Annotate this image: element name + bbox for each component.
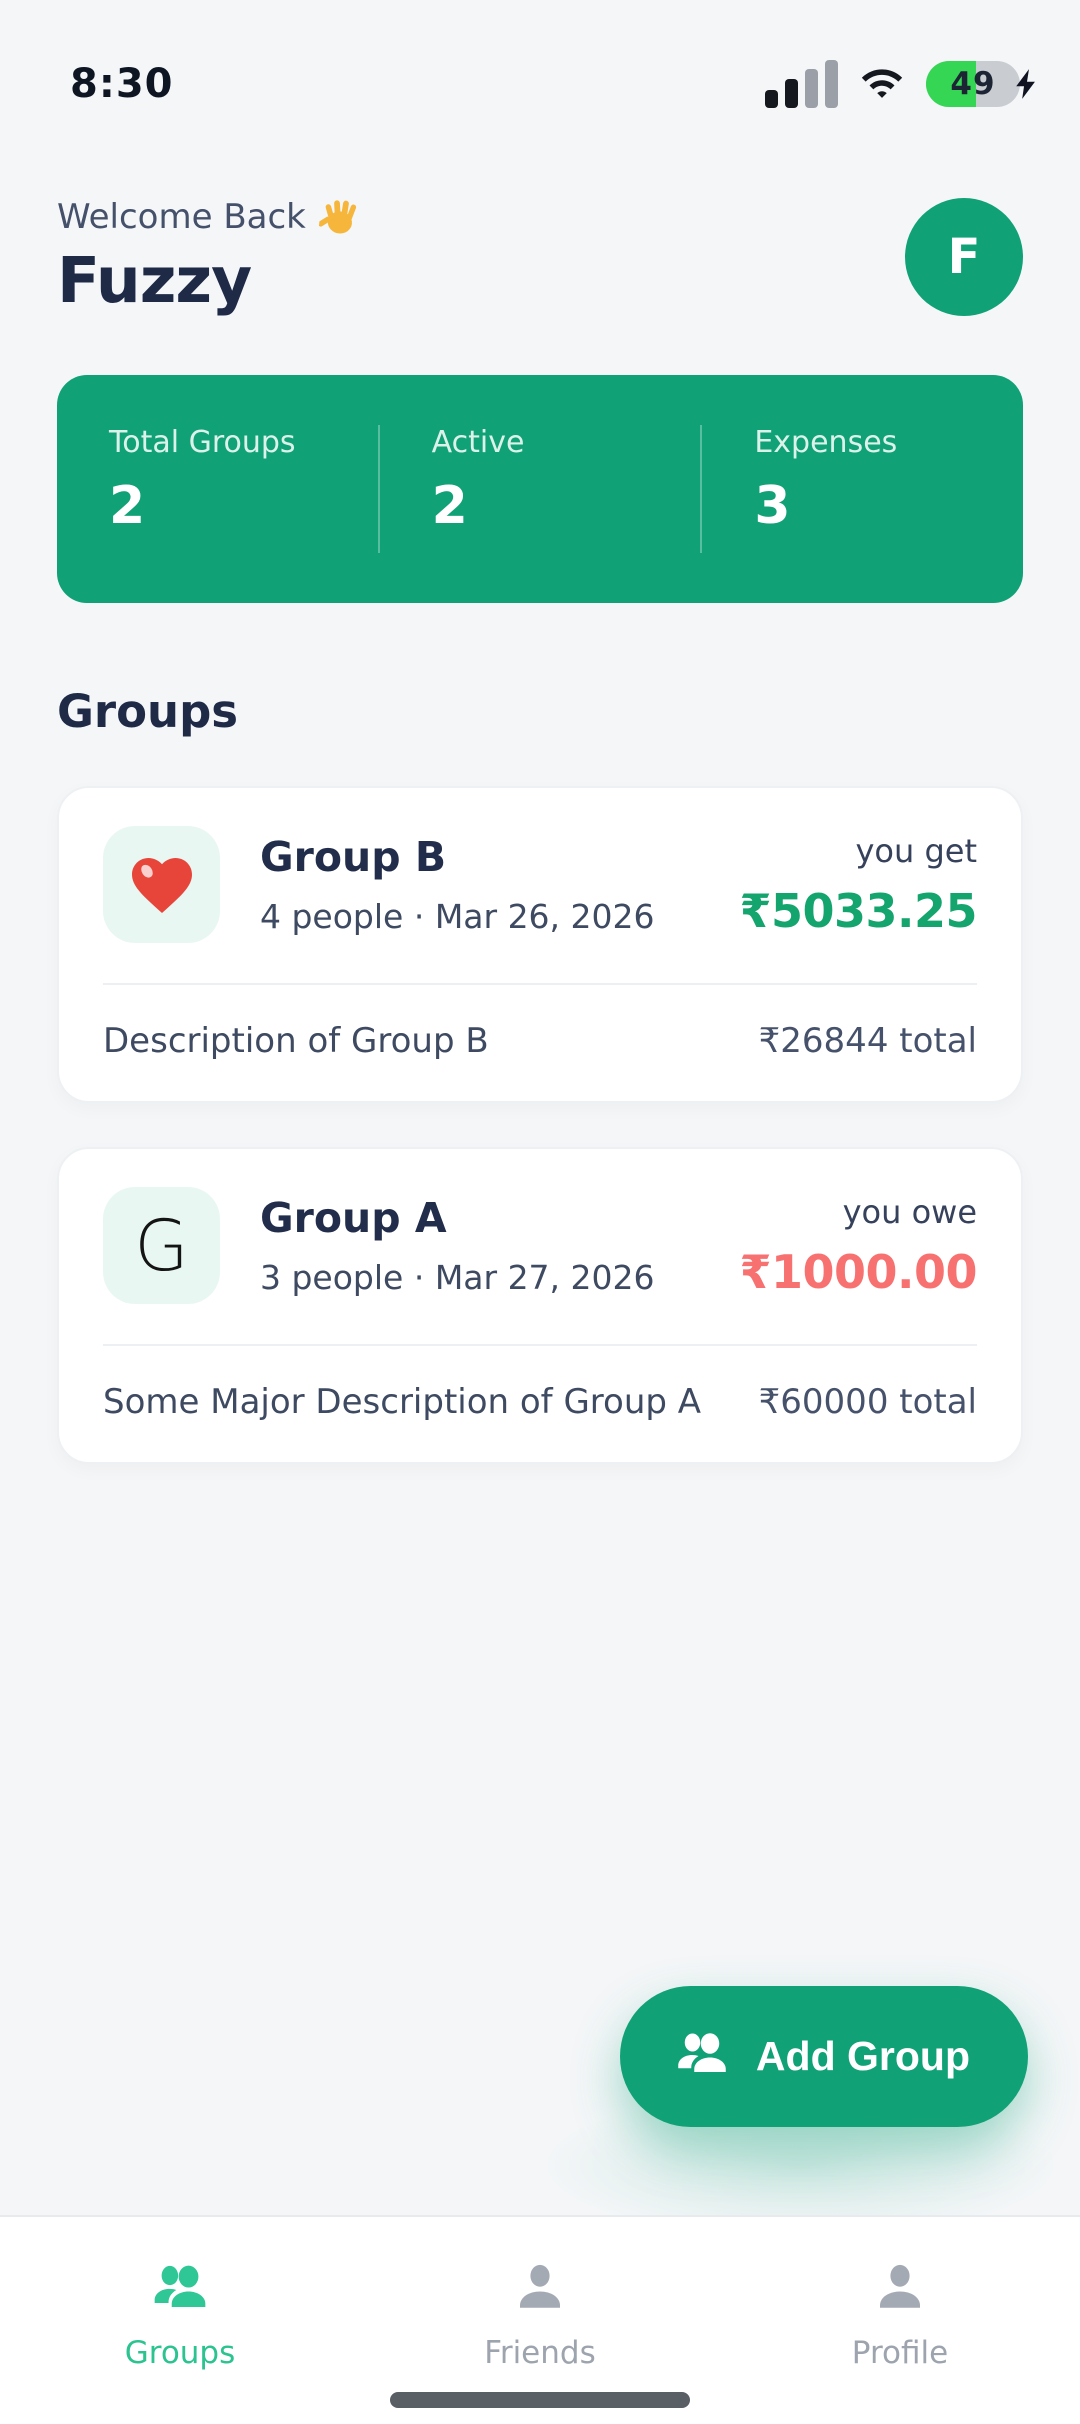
stat-label: Total Groups <box>109 425 296 460</box>
stat-value: 2 <box>431 476 468 536</box>
stat-label: Active <box>431 425 525 460</box>
group-balance: you owe ₹1000.00 <box>739 1193 977 1299</box>
divider <box>377 425 380 553</box>
battery-icon: 49 <box>926 61 1044 107</box>
nav-label: Groups <box>124 2335 236 2371</box>
stat-expenses: Expenses 3 <box>702 425 1023 553</box>
stat-label: Expenses <box>754 425 898 460</box>
groups-list: Group B 4 people · Mar 26, 2026 you get … <box>57 786 1023 1464</box>
nav-label: Friends <box>484 2335 596 2371</box>
add-group-label: Add Group <box>755 2033 970 2079</box>
status-time: 8:30 <box>70 61 174 107</box>
group-description: Description of Group B <box>103 1021 489 1061</box>
charging-bolt-icon <box>1016 69 1035 99</box>
group-icon-badge: G <box>103 1187 220 1304</box>
nav-label: Profile <box>851 2335 949 2371</box>
greeting-text: Welcome Back <box>57 197 306 237</box>
group-initial-letter: G <box>134 1204 189 1287</box>
divider <box>700 425 703 553</box>
group-total: ₹60000 total <box>758 1382 977 1422</box>
nav-item-groups[interactable]: Groups <box>0 2259 360 2371</box>
header-text: Welcome Back Fuzzy <box>57 196 362 317</box>
status-icons: 49 <box>765 60 1044 108</box>
group-title: Group B <box>260 833 447 881</box>
group-heading: Group A 3 people · Mar 27, 2026 <box>260 1194 655 1297</box>
nav-item-friends[interactable]: Friends <box>360 2259 720 2371</box>
people-icon <box>678 2032 726 2072</box>
stat-active: Active 2 <box>380 425 701 553</box>
group-description: Some Major Description of Group A <box>103 1382 702 1422</box>
wave-icon <box>317 200 356 234</box>
wifi-icon <box>861 69 903 98</box>
group-subtitle: 3 people · Mar 27, 2026 <box>260 1258 655 1297</box>
balance-direction: you owe <box>842 1192 977 1231</box>
balance-amount: ₹1000.00 <box>739 1244 977 1299</box>
battery-percent: 49 <box>950 66 996 102</box>
person-icon <box>880 2264 920 2308</box>
person-icon <box>520 2264 560 2308</box>
home-indicator[interactable] <box>390 2392 690 2408</box>
battery-fill <box>926 61 976 107</box>
nav-item-profile[interactable]: Profile <box>720 2259 1080 2371</box>
status-bar: 8:30 49 <box>0 0 1080 116</box>
group-subtitle: 4 people · Mar 26, 2026 <box>260 897 655 936</box>
add-group-button[interactable]: Add Group <box>619 1986 1028 2127</box>
bottom-nav: Groups Friends Profile <box>0 2215 1080 2424</box>
cellular-signal-icon <box>765 60 838 108</box>
group-total: ₹26844 total <box>758 1021 977 1061</box>
stat-value: 3 <box>754 476 791 536</box>
group-heading: Group B 4 people · Mar 26, 2026 <box>260 833 655 936</box>
username: Fuzzy <box>57 244 252 317</box>
divider <box>103 1344 977 1346</box>
people-icon <box>154 2265 206 2307</box>
group-icon-badge <box>103 826 220 943</box>
balance-direction: you get <box>855 831 977 870</box>
divider <box>103 983 977 985</box>
group-card-b[interactable]: Group B 4 people · Mar 26, 2026 you get … <box>57 786 1023 1103</box>
stats-card: Total Groups 2 Active 2 Expenses 3 <box>57 375 1023 603</box>
group-card-a[interactable]: G Group A 3 people · Mar 27, 2026 you ow… <box>57 1147 1023 1464</box>
balance-amount: ₹5033.25 <box>739 883 977 938</box>
group-balance: you get ₹5033.25 <box>739 832 977 938</box>
avatar[interactable]: F <box>905 197 1023 316</box>
group-title: Group A <box>260 1194 447 1242</box>
stat-value: 2 <box>109 476 146 536</box>
groups-section-title: Groups <box>57 685 239 738</box>
heart-icon <box>131 857 192 913</box>
stat-total-groups: Total Groups 2 <box>57 425 378 553</box>
header: Welcome Back Fuzzy F <box>0 196 1080 317</box>
